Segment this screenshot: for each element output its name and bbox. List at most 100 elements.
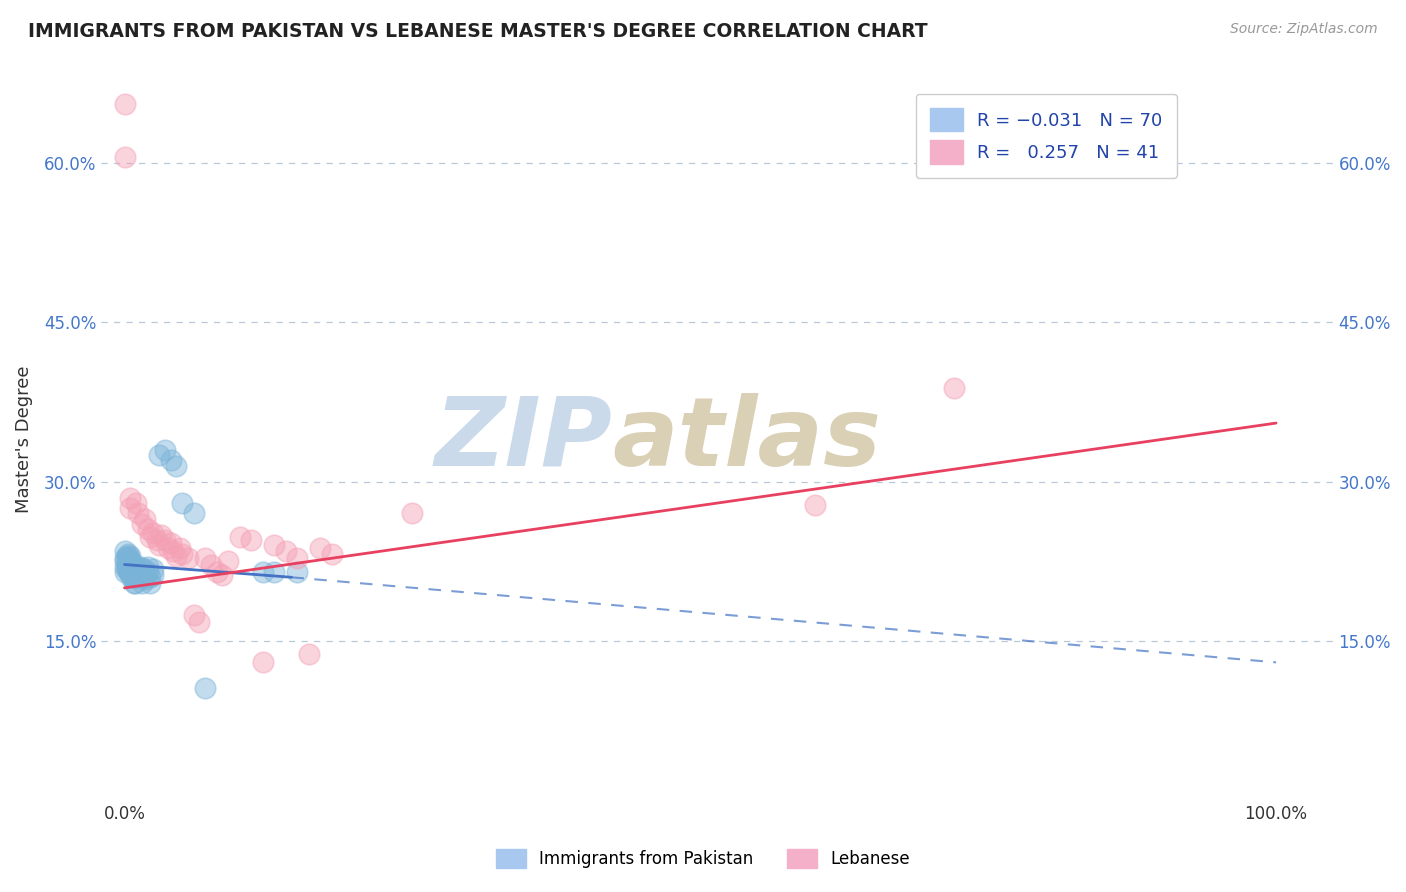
- Point: [131, 565, 153, 579]
- Point: [200, 558, 222, 572]
- Point: [128, 562, 150, 576]
- Point: [169, 541, 191, 555]
- Point: [131, 575, 153, 590]
- Point: [263, 538, 285, 552]
- Point: [120, 565, 142, 579]
- Point: [134, 565, 156, 579]
- Point: [114, 565, 136, 579]
- Point: [188, 615, 211, 629]
- Point: [125, 562, 148, 576]
- Point: [120, 501, 142, 516]
- Point: [172, 496, 194, 510]
- Point: [177, 551, 200, 566]
- Point: [321, 547, 343, 561]
- Point: [132, 568, 155, 582]
- Point: [142, 525, 165, 540]
- Point: [127, 565, 149, 579]
- Point: [134, 512, 156, 526]
- Point: [120, 549, 142, 563]
- Point: [211, 568, 233, 582]
- Point: [228, 530, 250, 544]
- Point: [114, 150, 136, 164]
- Point: [114, 554, 136, 568]
- Point: [205, 565, 228, 579]
- Point: [165, 549, 187, 563]
- Point: [139, 570, 162, 584]
- Point: [136, 565, 159, 579]
- Point: [401, 507, 423, 521]
- Point: [132, 562, 155, 576]
- Point: [122, 575, 145, 590]
- Point: [117, 555, 139, 569]
- Point: [165, 458, 187, 473]
- Point: [120, 555, 142, 569]
- Point: [131, 517, 153, 532]
- Point: [142, 562, 165, 576]
- Point: [120, 565, 142, 579]
- Point: [148, 538, 170, 552]
- Point: [120, 562, 142, 576]
- Text: IMMIGRANTS FROM PAKISTAN VS LEBANESE MASTER'S DEGREE CORRELATION CHART: IMMIGRANTS FROM PAKISTAN VS LEBANESE MAS…: [28, 22, 928, 41]
- Point: [135, 573, 157, 587]
- Point: [153, 533, 176, 547]
- Point: [114, 551, 136, 566]
- Point: [194, 681, 217, 695]
- Point: [139, 530, 162, 544]
- Point: [118, 551, 141, 566]
- Point: [183, 607, 205, 622]
- Point: [804, 498, 827, 512]
- Point: [114, 543, 136, 558]
- Point: [114, 97, 136, 112]
- Point: [121, 570, 143, 584]
- Point: [285, 565, 308, 579]
- Point: [115, 549, 138, 563]
- Point: [124, 570, 146, 584]
- Point: [117, 547, 139, 561]
- Point: [115, 558, 138, 572]
- Point: [121, 559, 143, 574]
- Point: [120, 570, 142, 584]
- Point: [127, 507, 149, 521]
- Point: [157, 541, 180, 555]
- Point: [120, 558, 142, 572]
- Point: [122, 565, 145, 579]
- Point: [274, 543, 297, 558]
- Point: [125, 568, 148, 582]
- Point: [120, 559, 142, 574]
- Point: [122, 570, 145, 584]
- Text: ZIP: ZIP: [434, 392, 613, 485]
- Point: [134, 570, 156, 584]
- Point: [263, 565, 285, 579]
- Legend: R = −0.031   N = 70, R =   0.257   N = 41: R = −0.031 N = 70, R = 0.257 N = 41: [915, 94, 1177, 178]
- Point: [125, 565, 148, 579]
- Point: [124, 565, 146, 579]
- Point: [118, 558, 141, 572]
- Point: [117, 564, 139, 578]
- Point: [121, 558, 143, 572]
- Point: [240, 533, 263, 547]
- Point: [139, 575, 162, 590]
- Point: [159, 453, 181, 467]
- Point: [285, 551, 308, 566]
- Point: [309, 541, 332, 555]
- Text: atlas: atlas: [613, 392, 882, 485]
- Point: [131, 570, 153, 584]
- Point: [128, 570, 150, 584]
- Point: [125, 496, 148, 510]
- Point: [136, 523, 159, 537]
- Point: [217, 554, 239, 568]
- Point: [183, 507, 205, 521]
- Point: [172, 547, 194, 561]
- Point: [120, 491, 142, 505]
- Point: [124, 575, 146, 590]
- Point: [252, 656, 274, 670]
- Point: [252, 565, 274, 579]
- Point: [142, 568, 165, 582]
- Point: [117, 559, 139, 574]
- Text: Source: ZipAtlas.com: Source: ZipAtlas.com: [1230, 22, 1378, 37]
- Point: [145, 533, 167, 547]
- Point: [120, 562, 142, 576]
- Point: [148, 448, 170, 462]
- Point: [129, 559, 152, 574]
- Point: [153, 442, 176, 457]
